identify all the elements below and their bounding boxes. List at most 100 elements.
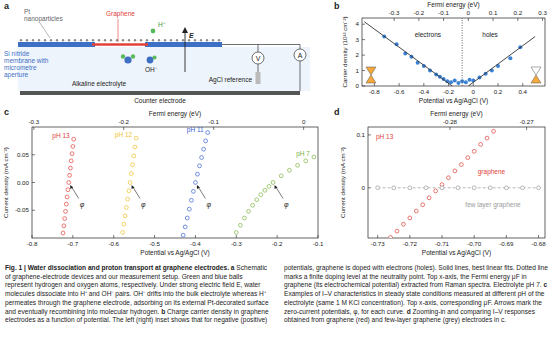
data-point xyxy=(122,222,126,226)
x-tick-label: 0 xyxy=(472,88,476,95)
y-axis-label: Carrier density (10¹² cm⁻²) xyxy=(341,16,348,87)
x2-tick xyxy=(493,18,494,21)
x2-tick xyxy=(303,127,304,130)
x-tick-label: -0.71 xyxy=(435,240,450,247)
y-tick xyxy=(362,70,365,71)
pt-particle xyxy=(188,39,190,41)
counter-electrode xyxy=(20,91,300,95)
data-point xyxy=(288,168,292,172)
wire xyxy=(258,64,259,72)
plot-frame xyxy=(362,18,545,86)
phi-arrow xyxy=(276,187,284,199)
phi-label: φ xyxy=(284,201,289,209)
caption-title: Fig. 1 | Water dissociation and proton t… xyxy=(5,264,229,271)
plot-data xyxy=(364,18,535,86)
x-tick-label: -0.4 xyxy=(418,88,429,95)
series-label: few layer graphene xyxy=(465,201,521,209)
x2-tick-label: -0.2 xyxy=(414,9,425,16)
data-point xyxy=(267,184,271,188)
data-point xyxy=(243,216,247,220)
data-point xyxy=(392,186,396,190)
schematic: aPtnanoparticlesGrapheneH⁺OH⁻ESi nitride… xyxy=(4,1,310,104)
phi-label: φ xyxy=(141,201,146,209)
data-point xyxy=(189,198,193,202)
data-point xyxy=(408,216,412,220)
x-tick xyxy=(32,235,33,238)
pt-particle xyxy=(56,39,58,41)
data-point xyxy=(134,136,138,140)
x2-tick xyxy=(468,18,469,21)
label-electrolyte: Alkaline electrolyte xyxy=(72,80,127,88)
data-point xyxy=(271,181,275,185)
data-point xyxy=(198,164,202,168)
data-point xyxy=(279,174,283,178)
series-line xyxy=(462,18,463,86)
wire xyxy=(300,61,301,91)
x-tick xyxy=(506,235,507,238)
x-tick-label: -0.2 xyxy=(443,88,454,95)
data-point xyxy=(376,186,380,190)
pt-particle xyxy=(194,39,196,41)
x-tick xyxy=(474,235,475,238)
y-tick xyxy=(362,55,365,56)
data-point xyxy=(504,186,508,190)
x2-axis-label: Fermi energy (eV) xyxy=(427,1,479,9)
data-point xyxy=(67,181,71,185)
data-point xyxy=(132,154,136,158)
arrow-head xyxy=(275,185,278,189)
membrane xyxy=(145,42,222,47)
pt-particle xyxy=(20,39,22,41)
x2-tick-label: 0.3 xyxy=(538,9,547,16)
label-proton: H⁺ xyxy=(158,21,165,28)
series-label: pH 12 xyxy=(115,131,133,139)
x-tick-label: 0.2 xyxy=(494,88,503,95)
data-point xyxy=(64,209,68,213)
series-line xyxy=(364,22,452,86)
pt-particle xyxy=(122,39,124,41)
plot-frame xyxy=(368,127,545,238)
data-point xyxy=(204,139,208,143)
series-line xyxy=(468,37,535,86)
data-point xyxy=(131,163,135,167)
data-point xyxy=(304,159,308,163)
data-point xyxy=(63,217,67,221)
pt-particle xyxy=(62,39,64,41)
x2-tick xyxy=(526,127,527,130)
pt-particle xyxy=(50,39,52,41)
inset-cone xyxy=(531,67,541,75)
chart-c: c-0.8-0.7-0.6-0.5-0.4-0.3-0.2-0.1-0.3-0.… xyxy=(2,107,324,257)
data-point xyxy=(234,231,238,235)
y-tick-label: 0.1 xyxy=(356,131,365,138)
series-label: pH 13 xyxy=(52,132,70,140)
data-point xyxy=(187,207,191,211)
y-tick-label: 0.05 xyxy=(17,151,30,158)
x-tick xyxy=(195,235,196,238)
data-point xyxy=(66,188,70,192)
annotation: holes xyxy=(482,31,498,38)
x2-tick-label: -0.1 xyxy=(438,9,449,16)
data-point xyxy=(389,236,393,238)
label-graphene: Graphene xyxy=(106,10,135,18)
pt-particle xyxy=(32,39,34,41)
wire xyxy=(258,45,259,53)
x2-tick-label: 0.1 xyxy=(489,9,498,16)
data-point xyxy=(521,186,525,190)
data-point xyxy=(183,225,187,229)
x-tick-label: -0.69 xyxy=(499,240,514,247)
data-point xyxy=(440,186,444,190)
data-point xyxy=(414,209,418,213)
x-tick xyxy=(442,235,443,238)
oxygen-ball xyxy=(124,56,131,63)
x-tick xyxy=(522,83,523,86)
ammeter xyxy=(294,49,306,61)
x-tick-label: -0.2 xyxy=(272,240,283,247)
pt-particle xyxy=(176,39,178,41)
annotation: electrons xyxy=(415,31,442,38)
data-point xyxy=(121,231,125,235)
reference-electrode xyxy=(256,72,261,84)
x-tick xyxy=(154,235,155,238)
x-tick-label: -0.1 xyxy=(313,240,324,247)
y-tick xyxy=(368,187,371,188)
label-membrane: Si nitride xyxy=(4,50,30,57)
x2-tick-label: -0.3 xyxy=(389,9,400,16)
